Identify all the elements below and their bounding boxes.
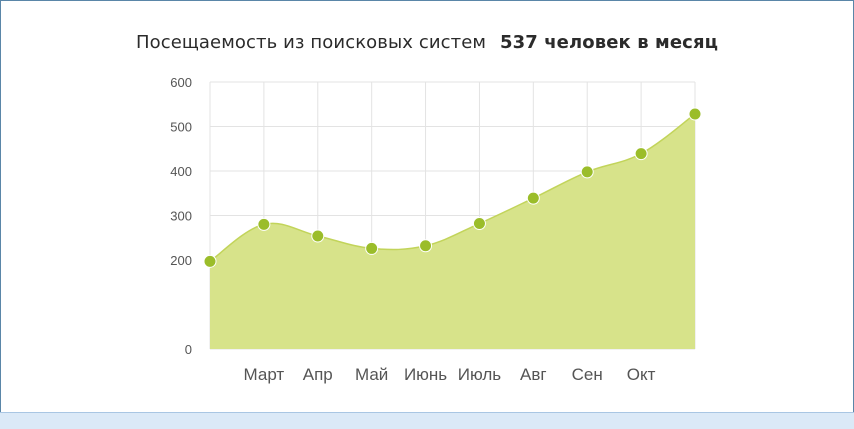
data-point — [257, 217, 271, 231]
y-tick-label: 200 — [170, 253, 192, 268]
data-point — [419, 239, 433, 253]
y-tick-label: 600 — [170, 75, 192, 90]
y-tick-label: 400 — [170, 164, 192, 179]
x-tick-label: Июль — [458, 365, 502, 384]
series-line — [209, 113, 696, 262]
x-tick-label: Апр — [303, 365, 333, 384]
area-fill — [210, 114, 695, 349]
data-point — [688, 107, 702, 121]
x-tick-label: Окт — [627, 365, 656, 384]
data-point — [580, 165, 594, 179]
x-tick-label: Май — [355, 365, 388, 384]
chart-title-highlight: 537 человек в месяц — [499, 32, 719, 53]
x-tick-label: Сен — [572, 365, 603, 384]
data-point — [203, 254, 217, 268]
data-point — [526, 191, 540, 205]
data-point — [634, 147, 648, 161]
y-tick-label: 0 — [185, 342, 192, 357]
x-tick-label: Июнь — [404, 365, 447, 384]
x-tick-label: Авг — [520, 365, 547, 384]
data-point — [472, 217, 486, 231]
y-tick-label: 300 — [170, 209, 192, 224]
x-tick-label: Март — [244, 365, 285, 384]
data-point — [365, 241, 379, 255]
data-point — [311, 229, 325, 243]
bottom-band — [0, 412, 854, 429]
chart-title: Посещаемость из поисковых систем 537 чел… — [0, 32, 854, 53]
chart-title-text: Посещаемость из поисковых систем — [135, 32, 487, 53]
y-tick-label: 500 — [170, 120, 192, 135]
